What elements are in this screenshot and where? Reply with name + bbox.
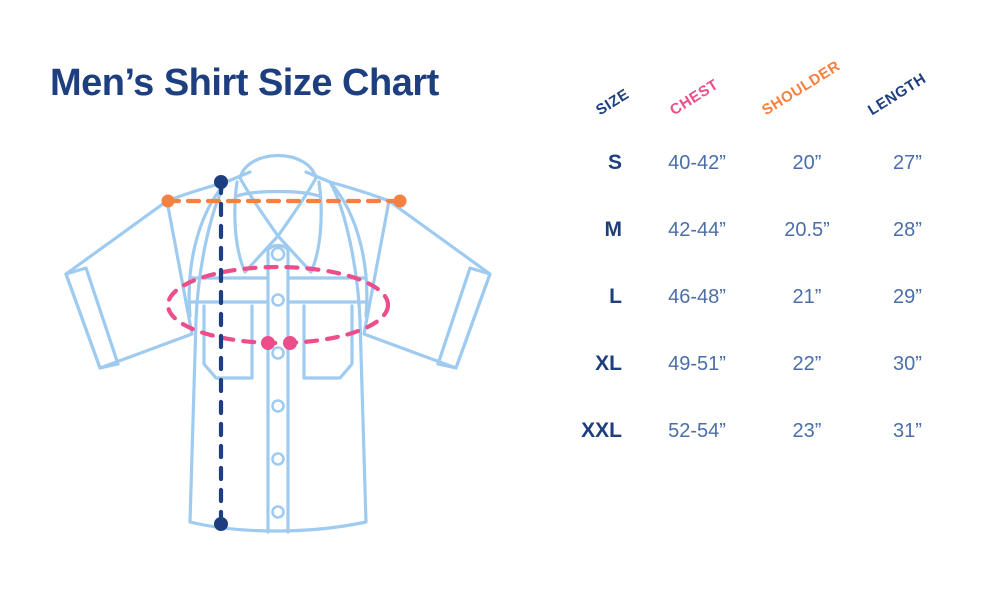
button-collar: [270, 246, 286, 262]
table-row: XXL 52-54” 23” 31”: [550, 416, 970, 446]
chest-guide-dot-right: [283, 336, 297, 350]
cell-chest: 42-44”: [668, 219, 726, 241]
table-row: M 42-44” 20.5” 28”: [550, 215, 970, 245]
shirt-diagram: [40, 120, 540, 550]
cell-shoulder: 20”: [792, 152, 822, 174]
shoulder-measurement-guide: [161, 194, 407, 208]
right-chest-pocket: [302, 304, 354, 380]
shirt-svg: [64, 153, 492, 534]
cell-size: M: [604, 218, 623, 241]
collar-band-bottom: [235, 189, 321, 198]
table-row: XL 49-51” 22” 30”: [550, 349, 970, 379]
length-guide-dot-bottom: [214, 517, 228, 531]
column-header-length: LENGTH: [864, 69, 930, 119]
size-table: SIZE CHEST SHOULDER LENGTH S 40-42” 20” …: [550, 30, 970, 450]
left-collar-point: [233, 176, 280, 274]
cell-length: 30”: [893, 353, 922, 375]
left-sleeve-cuff: [64, 266, 120, 370]
cell-chest: 52-54”: [668, 420, 726, 442]
placket-top: [266, 243, 290, 252]
table-row: S 40-42” 20” 27”: [550, 148, 970, 178]
button-3: [271, 399, 285, 413]
button-1: [271, 293, 285, 307]
cell-length: 31”: [893, 420, 922, 442]
right-sleeve: [362, 199, 492, 370]
cell-chest: 49-51”: [668, 353, 726, 375]
page-title: Men’s Shirt Size Chart: [50, 62, 439, 104]
chest-measurement-guide: [165, 264, 391, 350]
collar-band: [238, 153, 318, 180]
cell-length: 27”: [893, 152, 922, 174]
button-group: [270, 246, 286, 519]
button-5: [271, 505, 285, 519]
button-4: [271, 452, 285, 466]
length-measurement-guide: [214, 175, 228, 531]
cell-chest: 46-48”: [668, 286, 726, 308]
column-header-chest: CHEST: [666, 76, 722, 119]
cell-shoulder: 22”: [792, 353, 822, 375]
cell-size: S: [607, 151, 622, 174]
chest-guide-ellipse: [165, 264, 391, 346]
cell-size: XL: [595, 352, 622, 375]
cell-length: 28”: [893, 219, 922, 241]
button-2: [271, 346, 285, 360]
chest-guide-dot-left: [261, 336, 275, 350]
cell-shoulder: 23”: [792, 420, 822, 442]
cell-size: L: [609, 285, 622, 308]
right-sleeve-cuff: [436, 266, 492, 370]
cell-chest: 40-42”: [668, 152, 726, 174]
table-row: L 46-48” 21” 29”: [550, 282, 970, 312]
right-collar-point: [276, 176, 323, 274]
left-sleeve: [64, 199, 194, 370]
length-guide-dot-top: [214, 175, 228, 189]
column-header-size: SIZE: [592, 85, 633, 119]
left-armhole-seam: [187, 180, 228, 318]
right-armhole-seam: [328, 180, 369, 318]
shoulder-guide-dot-left: [161, 194, 175, 208]
cell-shoulder: 20.5”: [784, 219, 830, 241]
cell-length: 29”: [893, 286, 922, 308]
column-header-shoulder: SHOULDER: [758, 57, 844, 119]
shoulder-guide-dot-right: [393, 194, 407, 208]
left-chest-pocket: [202, 304, 254, 380]
shirt-outline-group: [64, 153, 492, 534]
cell-size: XXL: [581, 419, 622, 442]
cell-shoulder: 21”: [792, 286, 822, 308]
